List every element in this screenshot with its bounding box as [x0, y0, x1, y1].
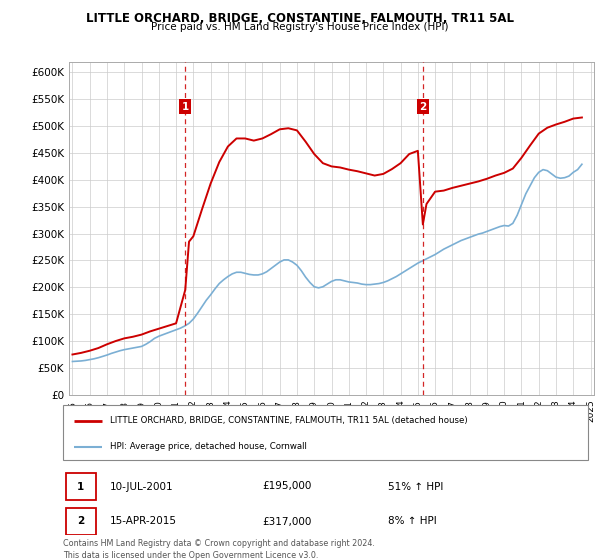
Text: 2: 2	[419, 101, 427, 111]
Text: 8% ↑ HPI: 8% ↑ HPI	[389, 516, 437, 526]
FancyBboxPatch shape	[63, 405, 588, 460]
Text: 2: 2	[77, 516, 85, 526]
Text: LITTLE ORCHARD, BRIDGE, CONSTANTINE, FALMOUTH, TR11 5AL: LITTLE ORCHARD, BRIDGE, CONSTANTINE, FAL…	[86, 12, 514, 25]
Text: LITTLE ORCHARD, BRIDGE, CONSTANTINE, FALMOUTH, TR11 5AL (detached house): LITTLE ORCHARD, BRIDGE, CONSTANTINE, FAL…	[110, 416, 468, 425]
Text: HPI: Average price, detached house, Cornwall: HPI: Average price, detached house, Corn…	[110, 442, 307, 451]
Text: Price paid vs. HM Land Registry's House Price Index (HPI): Price paid vs. HM Land Registry's House …	[151, 22, 449, 32]
Text: 15-APR-2015: 15-APR-2015	[110, 516, 177, 526]
Text: 51% ↑ HPI: 51% ↑ HPI	[389, 482, 444, 492]
FancyBboxPatch shape	[65, 508, 96, 535]
Text: £317,000: £317,000	[263, 516, 312, 526]
FancyBboxPatch shape	[65, 473, 96, 500]
Text: 1: 1	[182, 101, 189, 111]
Text: Contains HM Land Registry data © Crown copyright and database right 2024.
This d: Contains HM Land Registry data © Crown c…	[63, 539, 375, 559]
Text: £195,000: £195,000	[263, 482, 312, 492]
Text: 1: 1	[77, 482, 85, 492]
Text: 10-JUL-2001: 10-JUL-2001	[110, 482, 174, 492]
